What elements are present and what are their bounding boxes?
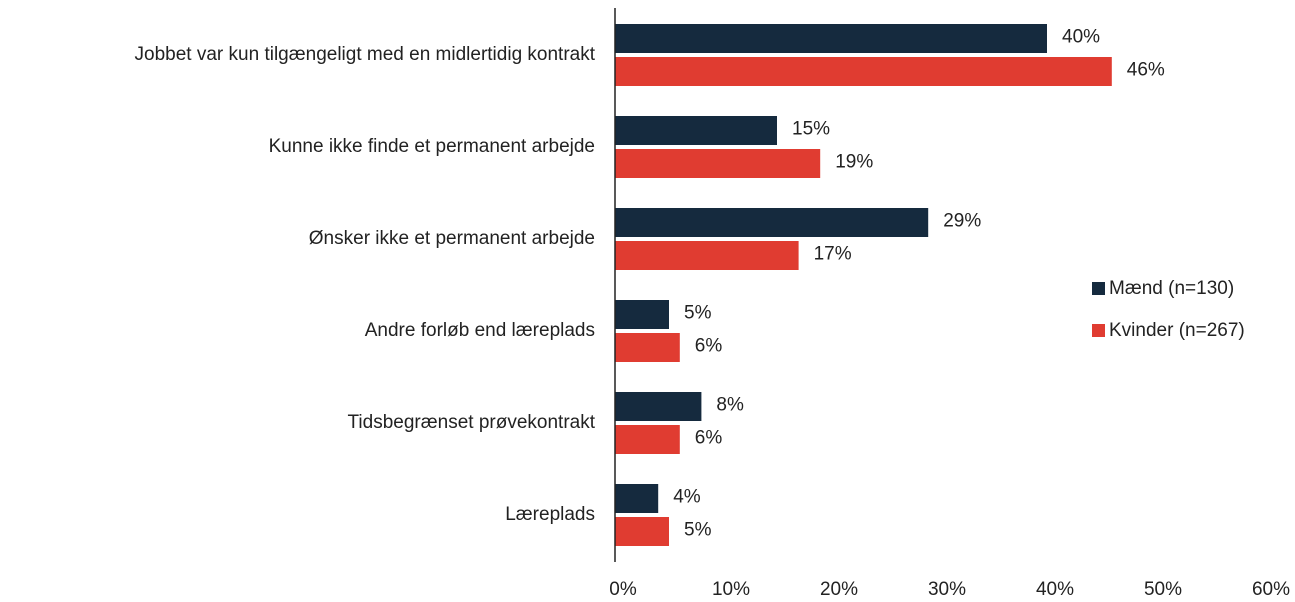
bar	[615, 425, 680, 454]
x-tick-label: 40%	[1036, 579, 1074, 600]
bar	[615, 116, 777, 145]
value-label: 19%	[835, 152, 873, 173]
x-tick-label: 0%	[609, 579, 637, 600]
legend-label: Mænd (n=130)	[1109, 278, 1234, 299]
y-tick-label: Tidsbegrænset prøvekontrakt	[348, 412, 596, 433]
x-tick-label: 50%	[1144, 579, 1182, 600]
x-tick-label: 60%	[1252, 579, 1290, 600]
bar	[615, 149, 821, 178]
legend-swatch	[1092, 282, 1105, 295]
bar	[615, 57, 1112, 86]
x-tick-label: 30%	[928, 579, 966, 600]
value-label: 46%	[1127, 60, 1165, 81]
legend-swatch	[1092, 324, 1105, 337]
bar	[615, 300, 669, 329]
value-label: 15%	[792, 119, 830, 140]
y-tick-label: Kunne ikke finde et permanent arbejde	[269, 136, 595, 157]
bar	[615, 333, 680, 362]
y-tick-label: Andre forløb end læreplads	[365, 320, 595, 341]
value-label: 5%	[684, 303, 712, 324]
value-label: 6%	[695, 428, 723, 449]
value-label: 8%	[716, 395, 744, 416]
bar	[615, 517, 669, 546]
legend-label: Kvinder (n=267)	[1109, 320, 1245, 341]
value-label: 29%	[943, 211, 981, 232]
bar	[615, 241, 799, 270]
bar	[615, 484, 659, 513]
bar	[615, 24, 1047, 53]
value-label: 40%	[1062, 27, 1100, 48]
value-label: 4%	[673, 487, 701, 508]
x-tick-label: 20%	[820, 579, 858, 600]
y-tick-label: Jobbet var kun tilgængeligt med en midle…	[135, 44, 596, 65]
bar	[615, 208, 929, 237]
value-label: 5%	[684, 520, 712, 541]
value-label: 6%	[695, 336, 723, 357]
y-tick-label: Læreplads	[505, 504, 595, 525]
y-tick-label: Ønsker ikke et permanent arbejde	[309, 228, 595, 249]
value-label: 17%	[814, 244, 852, 265]
bar	[615, 392, 702, 421]
x-tick-label: 10%	[712, 579, 750, 600]
